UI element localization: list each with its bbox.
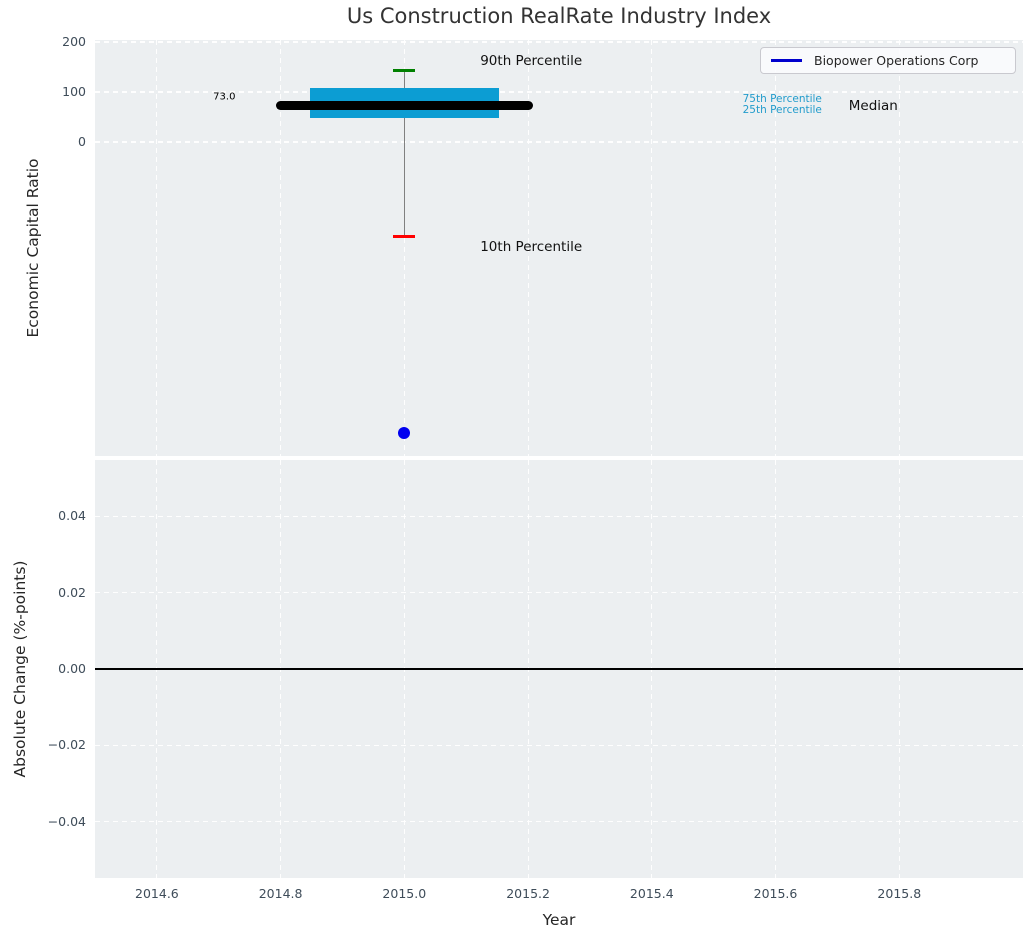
- annotation-25th-percentile: 25th Percentile: [742, 104, 822, 116]
- gridline-horizontal: [95, 744, 1023, 746]
- annotation-73-0: 73.0: [213, 91, 236, 103]
- gridline-horizontal: [95, 515, 1023, 517]
- gridline-horizontal: [95, 91, 1023, 93]
- gridline-horizontal: [95, 141, 1023, 143]
- x-tick-label: 2015.2: [506, 886, 550, 901]
- data-point: [398, 427, 411, 439]
- p10-cap: [393, 234, 416, 238]
- top-y-axis-label: Economic Capital Ratio: [24, 158, 42, 338]
- p90-cap: [393, 68, 416, 72]
- y-tick-label: 200: [62, 34, 86, 50]
- legend: Biopower Operations Corp: [760, 47, 1016, 74]
- x-tick-label: 2015.8: [877, 886, 922, 901]
- gridline-vertical: [403, 40, 405, 456]
- y-tick-label: −0.04: [47, 813, 86, 829]
- gridline-vertical: [156, 40, 158, 456]
- gridline-horizontal: [95, 41, 1023, 43]
- y-tick-label: 0.04: [58, 508, 86, 524]
- top-plot-area: [95, 40, 1023, 456]
- x-tick-label: 2015.0: [382, 886, 427, 901]
- y-tick-label: 0: [78, 134, 86, 150]
- x-tick-label: 2015.4: [629, 886, 674, 901]
- legend-line-icon: [771, 59, 802, 62]
- y-tick-label: 0.00: [58, 661, 86, 677]
- whisker-line: [403, 70, 405, 236]
- x-tick-label: 2015.6: [753, 886, 798, 901]
- gridline-vertical: [774, 40, 777, 456]
- gridline-vertical: [527, 40, 529, 456]
- chart-title: Us Construction RealRate Industry Index: [346, 4, 772, 28]
- bottom-y-axis-label: Absolute Change (%-points): [11, 560, 29, 778]
- y-tick-label: 100: [62, 84, 86, 100]
- annotation-90th-percentile: 90th Percentile: [480, 53, 583, 69]
- x-tick-label: 2014.6: [135, 886, 179, 901]
- legend-label: Biopower Operations Corp: [814, 53, 979, 68]
- annotation-10th-percentile: 10th Percentile: [480, 239, 583, 255]
- annotation-median: Median: [848, 98, 898, 114]
- gridline-vertical: [651, 40, 653, 456]
- zero-line: [95, 668, 1023, 670]
- annotation-75th-percentile: 75th Percentile: [742, 93, 822, 105]
- x-axis-label: Year: [542, 911, 576, 929]
- gridline-horizontal: [95, 821, 1023, 823]
- y-tick-label: −0.02: [47, 737, 86, 753]
- gridline-horizontal: [95, 592, 1023, 594]
- y-tick-label: 0.02: [58, 584, 86, 600]
- median-line: [276, 101, 533, 110]
- gridline-vertical: [280, 40, 282, 456]
- gridline-vertical: [898, 40, 900, 456]
- x-tick-label: 2014.8: [258, 886, 303, 901]
